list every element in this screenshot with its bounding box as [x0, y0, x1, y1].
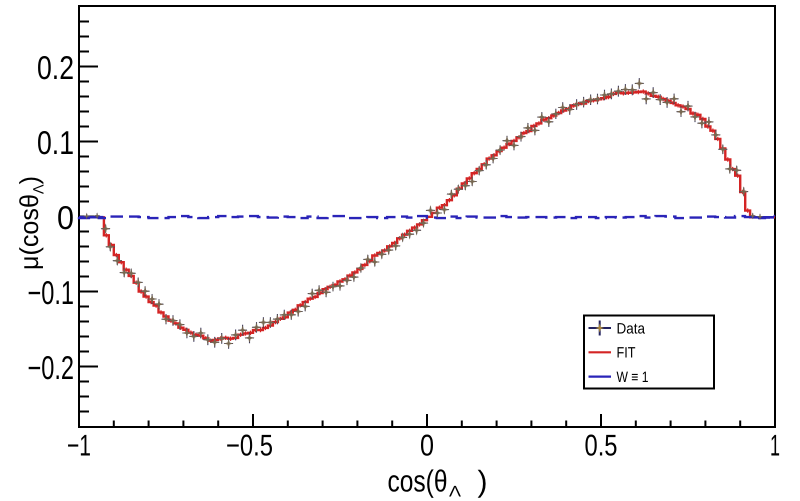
svg-text:−0.5: −0.5 [226, 430, 273, 463]
svg-text:0: 0 [57, 199, 74, 236]
svg-text:1: 1 [770, 430, 780, 463]
svg-text:Λ: Λ [449, 484, 462, 501]
svg-text:−0.1: −0.1 [28, 274, 75, 311]
svg-text:−1: −1 [67, 430, 91, 463]
svg-text:Data: Data [617, 320, 646, 337]
svg-text:0.5: 0.5 [585, 430, 618, 463]
svg-text:W ≡ 1: W ≡ 1 [617, 369, 649, 386]
svg-text:0.1: 0.1 [37, 124, 74, 161]
svg-text:cos(θ: cos(θ [388, 465, 448, 499]
svg-text:0.2: 0.2 [37, 49, 74, 86]
svg-text:μ(cosθΛ): μ(cosθΛ) [14, 176, 48, 270]
svg-text:0: 0 [420, 430, 434, 463]
svg-text:−0.2: −0.2 [28, 349, 75, 386]
svg-text:): ) [478, 466, 488, 499]
svg-text:FIT: FIT [617, 345, 636, 362]
